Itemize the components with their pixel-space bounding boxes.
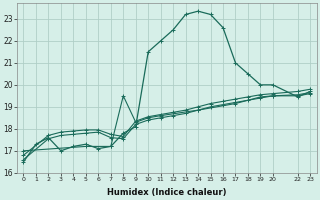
X-axis label: Humidex (Indice chaleur): Humidex (Indice chaleur): [107, 188, 227, 197]
